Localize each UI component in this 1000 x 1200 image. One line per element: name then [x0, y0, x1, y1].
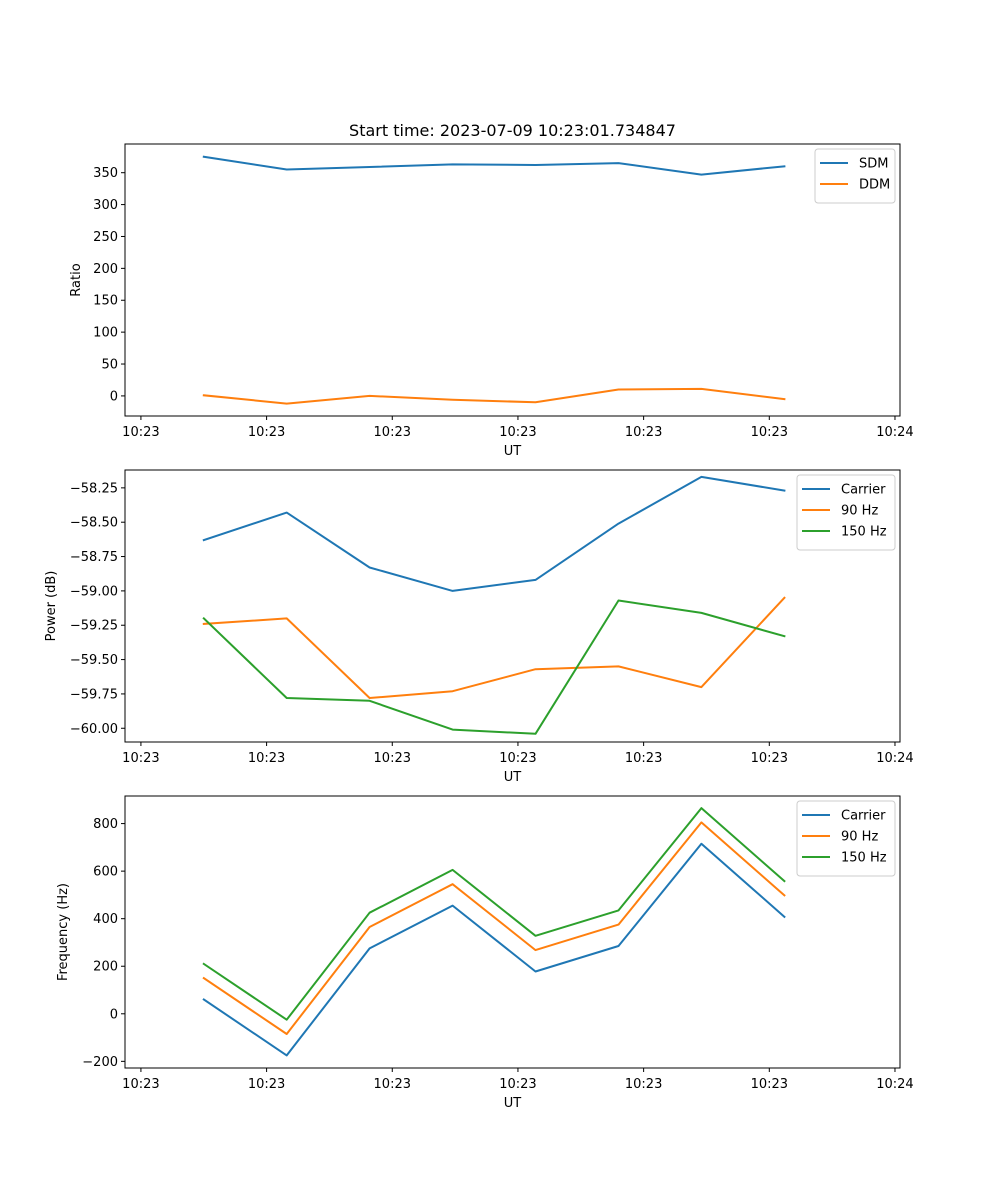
ratio-x-tick-label: 10:23 — [374, 425, 411, 440]
ratio-y-tick-label: 100 — [93, 326, 118, 341]
ratio-x-tick-label: 10:23 — [248, 425, 285, 440]
ratio-y-tick-label: 250 — [93, 230, 118, 245]
power-x-tick-label: 10:23 — [122, 751, 159, 766]
ratio-x-axis-label: UT — [504, 444, 522, 459]
power-legend-label-carrier: Carrier — [841, 483, 886, 498]
frequency-x-tick-label: 10:23 — [625, 1077, 662, 1092]
frequency-legend-label-carrier: Carrier — [841, 809, 886, 824]
frequency-series-150-hz-line — [202, 807, 786, 1021]
frequency-series-carrier-line — [202, 842, 786, 1057]
ratio-y-axis-label: Ratio — [69, 263, 84, 296]
power-x-tick-label: 10:23 — [248, 751, 285, 766]
frequency-y-tick-label: −200 — [82, 1055, 118, 1070]
power-legend-label-150-hz: 150 Hz — [841, 525, 887, 540]
power-y-tick-label: −58.50 — [70, 516, 118, 531]
ratio-y-tick-label: 50 — [101, 358, 118, 373]
frequency-y-tick-label: 800 — [93, 817, 118, 832]
ratio-axes-frame — [124, 143, 901, 417]
frequency-x-tick-label: 10:23 — [374, 1077, 411, 1092]
frequency-y-tick-label: 600 — [93, 865, 118, 880]
frequency-y-tick-label: 0 — [110, 1007, 118, 1022]
ratio-y-tick-label: 200 — [93, 262, 118, 277]
power-series-90-hz-line — [202, 596, 786, 699]
power-y-tick-label: −58.75 — [70, 550, 118, 565]
power-panel: 10:23 10:23 10:23 10:23 10:23 10:23 10:24 −60.0… — [44, 469, 914, 785]
power-x-tick-label: 10:23 — [499, 751, 536, 766]
ratio-x-tick-label: 10:23 — [625, 425, 662, 440]
ratio-x-tick-label: 10:23 — [751, 425, 788, 440]
frequency-legend: Carrier 90 Hz 150 Hz — [796, 800, 896, 877]
figure-title: Start time: 2023-07-09 10:23:01.734847 — [349, 121, 676, 140]
ratio-panel: 10:23 10:23 10:23 10:23 10:23 10:23 10:24 0 50 10… — [69, 143, 914, 459]
frequency-axes-frame — [124, 795, 901, 1069]
power-axes-frame — [124, 469, 901, 743]
ratio-legend-label-ddm: DDM — [859, 178, 890, 193]
power-y-tick-label: −59.00 — [70, 584, 118, 599]
power-y-tick-label: −60.00 — [70, 722, 118, 737]
frequency-y-axis-label: Frequency (Hz) — [56, 883, 71, 981]
frequency-y-tick-label: 200 — [93, 960, 118, 975]
power-series-150-hz-line — [202, 599, 786, 735]
frequency-legend-label-90-hz: 90 Hz — [841, 830, 878, 845]
power-series-carrier-line — [202, 475, 786, 592]
power-y-tick-label: −58.25 — [70, 481, 118, 496]
ratio-legend-label-sdm: SDM — [859, 157, 888, 172]
ratio-x-tick-label: 10:24 — [876, 425, 913, 440]
frequency-x-tick-label: 10:23 — [499, 1077, 536, 1092]
power-legend-label-90-hz: 90 Hz — [841, 504, 878, 519]
power-y-tick-label: −59.50 — [70, 653, 118, 668]
power-x-tick-label: 10:23 — [751, 751, 788, 766]
power-legend: Carrier 90 Hz 150 Hz — [796, 474, 896, 551]
frequency-x-tick-label: 10:23 — [248, 1077, 285, 1092]
power-x-tick-label: 10:23 — [374, 751, 411, 766]
ratio-y-tick-label: 150 — [93, 294, 118, 309]
power-y-axis-label: Power (dB) — [44, 571, 59, 642]
ratio-series-ddm-line — [202, 387, 786, 405]
power-y-tick-label: −59.75 — [70, 687, 118, 702]
ratio-x-tick-label: 10:23 — [499, 425, 536, 440]
power-x-tick-label: 10:23 — [625, 751, 662, 766]
ratio-y-tick-label: 300 — [93, 198, 118, 213]
ratio-series-sdm-line — [202, 155, 786, 176]
ratio-y-tick-label: 0 — [110, 389, 118, 404]
frequency-x-tick-label: 10:23 — [122, 1077, 159, 1092]
power-y-tick-label: −59.25 — [70, 619, 118, 634]
frequency-y-tick-label: 400 — [93, 912, 118, 927]
ratio-x-tick-label: 10:23 — [122, 425, 159, 440]
frequency-panel: 10:23 10:23 10:23 10:23 10:23 10:23 10:24 −200 0… — [56, 795, 914, 1111]
power-x-tick-label: 10:24 — [876, 751, 913, 766]
frequency-series-90-hz-line — [202, 821, 786, 1035]
ratio-legend: SDM DDM — [814, 148, 896, 204]
frequency-x-tick-label: 10:23 — [751, 1077, 788, 1092]
frequency-x-axis-label: UT — [504, 1096, 522, 1111]
frequency-x-tick-label: 10:24 — [876, 1077, 913, 1092]
power-x-axis-label: UT — [504, 770, 522, 785]
ratio-y-tick-label: 350 — [93, 166, 118, 181]
frequency-legend-label-150-hz: 150 Hz — [841, 851, 887, 866]
